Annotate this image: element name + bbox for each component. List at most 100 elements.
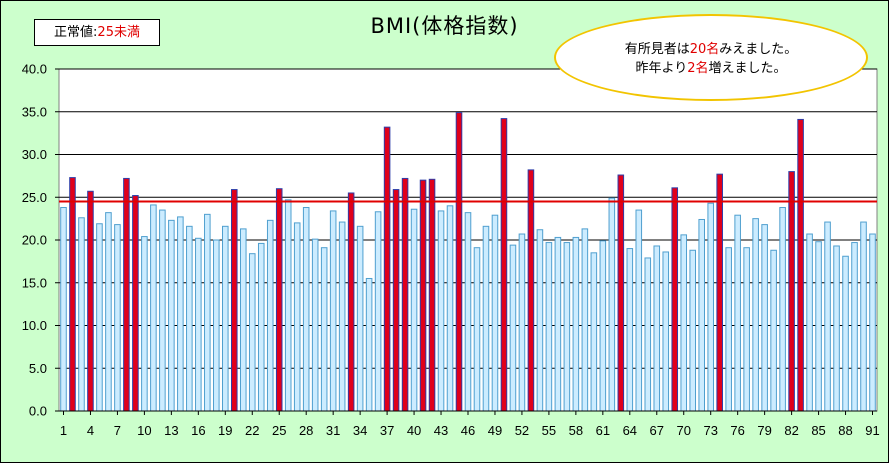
bar bbox=[473, 247, 481, 412]
x-tick-label: 34 bbox=[353, 423, 367, 438]
bar bbox=[734, 214, 741, 412]
x-tick-label: 28 bbox=[299, 423, 313, 438]
bar bbox=[150, 204, 157, 412]
bar bbox=[222, 225, 229, 412]
bar bbox=[518, 233, 526, 412]
bar bbox=[410, 208, 418, 412]
note-line1-a: 有所見者は bbox=[624, 42, 690, 57]
bar-over-threshold bbox=[132, 195, 139, 412]
x-tick-label: 88 bbox=[838, 423, 852, 438]
bar bbox=[653, 245, 661, 412]
x-tick-label: 31 bbox=[326, 423, 340, 438]
bar bbox=[168, 219, 175, 412]
bar bbox=[320, 247, 328, 412]
bar bbox=[545, 242, 553, 412]
bar bbox=[141, 236, 148, 412]
bar bbox=[536, 229, 544, 412]
bar bbox=[680, 234, 688, 412]
x-tick-label: 61 bbox=[596, 423, 610, 438]
x-tick-label: 46 bbox=[461, 423, 475, 438]
x-tick-label: 16 bbox=[191, 423, 205, 438]
bar bbox=[608, 197, 616, 412]
bar-over-threshold bbox=[69, 177, 76, 412]
bar bbox=[581, 228, 589, 412]
x-tick-label: 4 bbox=[87, 423, 94, 438]
x-tick-label: 70 bbox=[677, 423, 691, 438]
bar bbox=[329, 210, 337, 412]
x-tick-label: 25 bbox=[272, 423, 286, 438]
bar bbox=[365, 277, 373, 412]
bar bbox=[248, 253, 256, 412]
bar bbox=[491, 214, 499, 412]
bar bbox=[707, 202, 714, 412]
bar bbox=[554, 236, 562, 412]
x-tick-label: 58 bbox=[569, 423, 583, 438]
bar bbox=[833, 245, 840, 412]
legend-value: 25未満 bbox=[97, 25, 140, 40]
note-line1-count: 20名 bbox=[689, 42, 720, 57]
bar-over-threshold bbox=[671, 187, 679, 412]
chart-title: BMI(体格指数) bbox=[370, 14, 519, 38]
bar bbox=[96, 223, 103, 412]
normal-value-legend: 正常値:25未満 bbox=[34, 19, 160, 46]
bar bbox=[338, 221, 346, 412]
x-tick-label: 55 bbox=[542, 423, 556, 438]
x-tick-label: 1 bbox=[60, 423, 67, 438]
bar bbox=[482, 225, 490, 412]
bar bbox=[815, 241, 822, 412]
y-tick-label: 20.0 bbox=[22, 233, 47, 248]
x-tick-label: 52 bbox=[515, 423, 529, 438]
y-tick-label: 0.0 bbox=[29, 404, 47, 419]
x-tick-label: 37 bbox=[380, 423, 394, 438]
x-tick-label: 67 bbox=[650, 423, 664, 438]
bar bbox=[374, 211, 382, 412]
x-tick-label: 13 bbox=[164, 423, 178, 438]
x-tick-label: 85 bbox=[811, 423, 825, 438]
bar bbox=[293, 222, 301, 412]
bar bbox=[806, 233, 813, 412]
bar bbox=[689, 249, 697, 412]
bar bbox=[590, 252, 598, 412]
bar bbox=[78, 217, 85, 412]
bar-over-threshold bbox=[527, 169, 535, 412]
bar bbox=[572, 236, 580, 412]
note-line-1: 有所見者は20名みえました。 bbox=[556, 40, 866, 59]
x-tick-label: 22 bbox=[245, 423, 259, 438]
bar bbox=[356, 225, 364, 412]
note-line-2: 昨年より2名増えました。 bbox=[556, 59, 866, 78]
bar bbox=[743, 247, 750, 412]
x-tick-label: 49 bbox=[488, 423, 502, 438]
bar bbox=[599, 240, 607, 412]
bar bbox=[752, 218, 759, 412]
note-line2-c: 増えました。 bbox=[708, 61, 787, 76]
bar bbox=[626, 248, 634, 412]
bar bbox=[761, 224, 768, 412]
bar-over-threshold bbox=[428, 178, 436, 412]
bar bbox=[177, 216, 184, 412]
bar bbox=[635, 209, 643, 412]
x-tick-label: 79 bbox=[757, 423, 771, 438]
x-tick-label: 76 bbox=[730, 423, 744, 438]
bar-over-threshold bbox=[617, 174, 625, 412]
bar bbox=[824, 221, 831, 412]
bar bbox=[266, 219, 274, 412]
bar bbox=[114, 224, 121, 412]
bar bbox=[204, 213, 211, 412]
bar bbox=[257, 242, 265, 412]
bar-over-threshold bbox=[716, 173, 723, 412]
note-line2-count: 2名 bbox=[687, 61, 709, 76]
x-tick-label: 43 bbox=[434, 423, 448, 438]
bar bbox=[770, 249, 777, 412]
bar-over-threshold bbox=[347, 192, 355, 412]
y-tick-label: 35.0 bbox=[22, 104, 47, 119]
bar-over-threshold bbox=[419, 179, 427, 412]
bar bbox=[842, 255, 849, 412]
bar bbox=[446, 205, 454, 412]
bar-over-threshold bbox=[455, 112, 463, 412]
bar-over-threshold bbox=[87, 190, 94, 412]
bar bbox=[644, 257, 652, 412]
bar-over-threshold bbox=[500, 118, 508, 412]
bar-over-threshold bbox=[383, 126, 391, 412]
bar bbox=[725, 247, 732, 412]
